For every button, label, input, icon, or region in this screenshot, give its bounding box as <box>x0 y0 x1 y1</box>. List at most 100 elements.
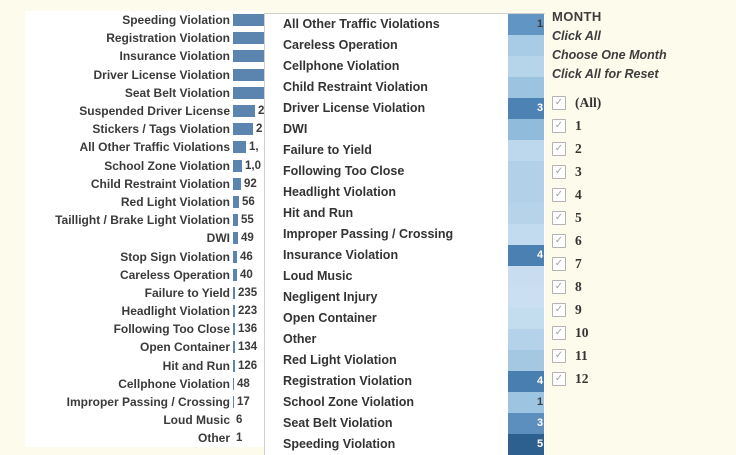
category-list-item[interactable]: Open Container <box>283 311 377 325</box>
checkbox-icon[interactable]: ✓ <box>552 256 566 271</box>
heatmap-cell[interactable]: 3 <box>508 98 544 119</box>
bar[interactable] <box>233 323 235 336</box>
heatmap-cell[interactable] <box>508 350 544 371</box>
category-list-item[interactable]: Child Restraint Violation <box>283 80 428 94</box>
bar[interactable] <box>233 159 242 172</box>
category-list-item[interactable]: Following Too Close <box>283 164 405 178</box>
heatmap-cell[interactable]: 1 <box>508 392 544 413</box>
checkbox-icon[interactable]: ✓ <box>552 302 566 317</box>
bar-row[interactable]: Failure to Yield 235 <box>25 284 264 302</box>
checkbox-icon[interactable]: ✓ <box>552 348 566 363</box>
bar-row[interactable]: Insurance Violation <box>25 47 264 65</box>
bar[interactable] <box>233 32 264 45</box>
heatmap-cell[interactable] <box>508 308 544 329</box>
heatmap-cell[interactable] <box>508 203 544 224</box>
bar[interactable] <box>233 341 235 354</box>
month-option[interactable]: ✓ 6 <box>552 229 732 252</box>
bar[interactable] <box>233 123 253 136</box>
heatmap-cell[interactable]: 4 <box>508 245 544 266</box>
heatmap-cell[interactable] <box>508 224 544 245</box>
bar[interactable] <box>233 286 235 299</box>
category-list-item[interactable]: Negligent Injury <box>283 290 378 304</box>
bar-row[interactable]: All Other Traffic Violations 1, <box>25 138 264 156</box>
heatmap-cell[interactable] <box>508 287 544 308</box>
bar-row[interactable]: Driver License Violation <box>25 66 264 84</box>
heatmap-cell[interactable] <box>508 182 544 203</box>
bar-row[interactable]: Taillight / Brake Light Violation 55 <box>25 211 264 229</box>
bar-row[interactable]: Careless Operation 40 <box>25 266 264 284</box>
category-list-item[interactable]: Improper Passing / Crossing <box>283 227 454 241</box>
bar-row[interactable]: Following Too Close 136 <box>25 320 264 338</box>
category-list-item[interactable]: Insurance Violation <box>283 248 399 262</box>
bar[interactable] <box>233 50 264 63</box>
checkbox-icon[interactable]: ✓ <box>552 164 566 179</box>
month-option[interactable]: ✓ 11 <box>552 344 732 367</box>
month-option[interactable]: ✓ 2 <box>552 137 732 160</box>
category-list-item[interactable]: Registration Violation <box>283 374 412 388</box>
month-option[interactable]: ✓ 4 <box>552 183 732 206</box>
month-option[interactable]: ✓ 3 <box>552 160 732 183</box>
checkbox-icon[interactable]: ✓ <box>552 141 566 156</box>
category-list-item[interactable]: Headlight Violation <box>283 185 396 199</box>
heatmap-cell[interactable] <box>508 329 544 350</box>
heatmap-cell[interactable]: 3 <box>508 413 544 434</box>
bar[interactable] <box>233 86 264 99</box>
bar-row[interactable]: Headlight Violation 223 <box>25 302 264 320</box>
bar[interactable] <box>233 377 234 390</box>
bar-row[interactable]: Speeding Violation <box>25 11 264 29</box>
heatmap-cell[interactable]: 5 <box>508 434 544 455</box>
month-option[interactable]: ✓ 12 <box>552 367 732 390</box>
heatmap-cell[interactable] <box>508 266 544 287</box>
heatmap-cell[interactable]: 4 <box>508 371 544 392</box>
heatmap-cell[interactable] <box>508 35 544 56</box>
category-list-item[interactable]: DWI <box>283 122 308 136</box>
category-list-item[interactable]: School Zone Violation <box>283 395 415 409</box>
bar-row[interactable]: Other 1 <box>25 429 264 447</box>
bar[interactable] <box>233 232 238 245</box>
bar[interactable] <box>233 68 264 81</box>
checkbox-icon[interactable]: ✓ <box>552 95 566 110</box>
category-list-item[interactable]: Hit and Run <box>283 206 354 220</box>
heatmap-cell[interactable] <box>508 56 544 77</box>
month-option[interactable]: ✓ 7 <box>552 252 732 275</box>
month-option[interactable]: ✓ 8 <box>552 275 732 298</box>
bar-row[interactable]: Improper Passing / Crossing 17 <box>25 393 264 411</box>
bar[interactable] <box>233 195 239 208</box>
category-list-item[interactable]: All Other Traffic Violations <box>283 17 440 31</box>
category-list-item[interactable]: Failure to Yield <box>283 143 372 157</box>
bar[interactable] <box>233 141 246 154</box>
bar-row[interactable]: School Zone Violation 1,0 <box>25 157 264 175</box>
bar-row[interactable]: Registration Violation <box>25 29 264 47</box>
month-option[interactable]: ✓ 5 <box>552 206 732 229</box>
heatmap-cell[interactable] <box>508 119 544 140</box>
bar[interactable] <box>233 396 234 409</box>
month-option[interactable]: ✓ 1 <box>552 114 732 137</box>
bar-row[interactable]: Stop Sign Violation 46 <box>25 247 264 265</box>
category-list-item[interactable]: Careless Operation <box>283 38 398 52</box>
category-list-item[interactable]: Cellphone Violation <box>283 59 400 73</box>
bar-row[interactable]: Hit and Run 126 <box>25 357 264 375</box>
checkbox-icon[interactable]: ✓ <box>552 118 566 133</box>
bar-row[interactable]: Open Container 134 <box>25 338 264 356</box>
category-list-item[interactable]: Seat Belt Violation <box>283 416 393 430</box>
checkbox-icon[interactable]: ✓ <box>552 233 566 248</box>
checkbox-icon[interactable]: ✓ <box>552 325 566 340</box>
checkbox-icon[interactable]: ✓ <box>552 187 566 202</box>
bar-row[interactable]: Child Restraint Violation 92 <box>25 175 264 193</box>
bar-row[interactable]: Stickers / Tags Violation 2 <box>25 120 264 138</box>
heatmap-cell[interactable] <box>508 77 544 98</box>
category-list-item[interactable]: Red Light Violation <box>283 353 397 367</box>
heatmap-cell[interactable] <box>508 161 544 182</box>
heatmap-cell[interactable]: 1 <box>508 14 544 35</box>
bar[interactable] <box>233 359 235 372</box>
bar-row[interactable]: Seat Belt Violation <box>25 84 264 102</box>
bar[interactable] <box>233 214 238 227</box>
bar-row[interactable]: Cellphone Violation 48 <box>25 375 264 393</box>
bar[interactable] <box>233 250 237 263</box>
bar-row[interactable]: DWI 49 <box>25 229 264 247</box>
bar[interactable] <box>233 177 241 190</box>
category-list-item[interactable]: Speeding Violation <box>283 437 396 451</box>
checkbox-icon[interactable]: ✓ <box>552 371 566 386</box>
bar-row[interactable]: Suspended Driver License 2 <box>25 102 264 120</box>
month-option[interactable]: ✓ 10 <box>552 321 732 344</box>
